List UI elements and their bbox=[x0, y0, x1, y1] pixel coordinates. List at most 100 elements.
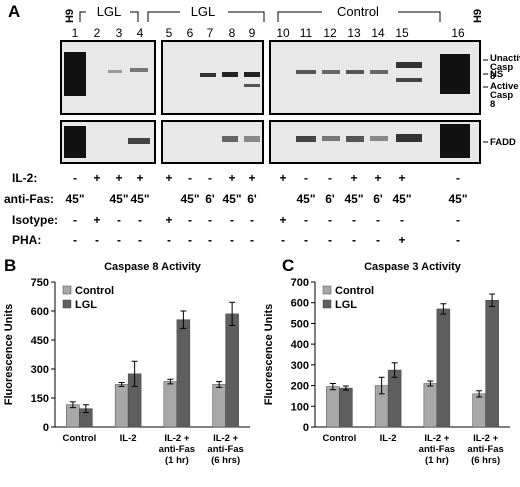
group-label-lgl-2: LGL bbox=[190, 4, 216, 19]
caspase8-legend-label: LGL bbox=[75, 299, 97, 311]
caspase3-x-tick-label: IL-2 + bbox=[473, 433, 499, 444]
band-lane13-fadd bbox=[346, 136, 364, 142]
band-lane15 bbox=[396, 62, 422, 68]
caspase3-x-tick-label: (1 hr) bbox=[425, 455, 449, 466]
condition-cell: + bbox=[115, 171, 123, 185]
group-label-control: Control bbox=[337, 4, 379, 19]
caspase8-x-tick-label: (1 hr) bbox=[165, 455, 189, 466]
condition-cell: - bbox=[304, 171, 308, 185]
caspase3-x-tick-label: anti-Fas bbox=[419, 444, 455, 455]
caspase3-y-tick-label: 400 bbox=[291, 339, 309, 351]
condition-cell: 45" bbox=[130, 192, 150, 206]
condition-cell: - bbox=[400, 213, 404, 227]
condition-cell: - bbox=[188, 171, 192, 185]
panel-a-letter: A bbox=[8, 2, 21, 21]
condition-cell: 45" bbox=[65, 192, 85, 206]
condition-cell: - bbox=[73, 213, 77, 227]
caspase8-y-tick-label: 300 bbox=[31, 364, 49, 376]
band-lane12 bbox=[322, 70, 340, 74]
condition-cell: - bbox=[208, 213, 212, 227]
caspase3-y-tick-label: 700 bbox=[291, 277, 309, 289]
caspase3-y-tick-label: 200 bbox=[291, 381, 309, 393]
condition-cell: - bbox=[456, 233, 460, 247]
band-lane9-fadd bbox=[244, 136, 260, 142]
lane-number: 12 bbox=[323, 26, 337, 40]
condition-cell: + bbox=[279, 213, 287, 227]
caspase8-legend-swatch bbox=[62, 285, 72, 295]
caspase8-y-tick-label: 150 bbox=[31, 393, 49, 405]
caspase8-x-tick-label: IL-2 + bbox=[164, 433, 190, 444]
lane-number: 8 bbox=[228, 26, 236, 40]
group-brackets bbox=[79, 11, 441, 22]
band-h9-left-lower bbox=[64, 126, 86, 158]
condition-cell: - bbox=[167, 233, 171, 247]
caspase3-legend-swatch bbox=[322, 299, 332, 309]
condition-cell: 6' bbox=[373, 192, 383, 206]
band-lane9 bbox=[244, 72, 260, 77]
condition-cell: - bbox=[456, 171, 460, 185]
band-lane13 bbox=[346, 70, 364, 74]
condition-cell: 45" bbox=[222, 192, 242, 206]
caspase8-x-tick-label: (6 hrs) bbox=[211, 455, 240, 466]
caspase8-bar-control bbox=[114, 384, 129, 428]
bracket-control bbox=[277, 11, 441, 22]
caspase3-y-tick-label: 0 bbox=[303, 422, 309, 434]
caspase3-x-tick-label: IL-2 + bbox=[424, 433, 450, 444]
lane-number: 1 bbox=[71, 26, 79, 40]
band-lane11-fadd bbox=[296, 136, 316, 142]
blot-casp8-lgl-2 bbox=[161, 40, 264, 115]
caspase3-bar-control bbox=[326, 386, 340, 428]
condition-cell: 45" bbox=[448, 192, 468, 206]
caspase3-bar-lgl bbox=[485, 299, 499, 428]
caspase8-x-tick-label: anti-Fas bbox=[159, 444, 195, 455]
condition-cell: - bbox=[138, 213, 142, 227]
condition-cell: 45" bbox=[344, 192, 364, 206]
caspase3-bar-lgl bbox=[436, 308, 451, 428]
caspase3-y-tick-label: 300 bbox=[291, 360, 309, 372]
band-lane8-fadd bbox=[222, 136, 238, 142]
band-lane9b bbox=[244, 84, 260, 87]
condition-cell: - bbox=[456, 213, 460, 227]
caspase3-chart-title: Caspase 3 Activity bbox=[364, 262, 462, 273]
lane-number: 2 bbox=[93, 26, 101, 40]
condition-cell: - bbox=[328, 233, 332, 247]
condition-cell: - bbox=[188, 233, 192, 247]
band-lane3 bbox=[108, 70, 122, 73]
condition-row-label: Isotype: bbox=[12, 213, 59, 227]
panel-c-letter: C bbox=[282, 256, 295, 275]
caspase3-bar-lgl bbox=[339, 387, 353, 428]
caspase8-y-tick-label: 450 bbox=[31, 335, 49, 347]
group-label-lgl-1: LGL bbox=[96, 4, 122, 19]
band-lane15-fadd bbox=[396, 134, 422, 142]
caspase3-bar-lgl bbox=[387, 369, 402, 428]
label-unactive-casp8: Unactive Casp 8 bbox=[490, 53, 520, 82]
label-ns: NS bbox=[490, 69, 504, 80]
condition-cell: - bbox=[230, 213, 234, 227]
label-fadd: FADD bbox=[490, 137, 516, 148]
band-h9-right-lower bbox=[440, 124, 470, 158]
caspase8-legend-label: Control bbox=[75, 285, 114, 297]
caspase8-bar-control bbox=[212, 384, 226, 428]
condition-row-label: PHA: bbox=[12, 233, 42, 247]
condition-cell: - bbox=[208, 233, 212, 247]
caspase8-bar-control bbox=[163, 381, 178, 428]
condition-cell: - bbox=[376, 213, 380, 227]
caspase8-chart-title: Caspase 8 Activity bbox=[104, 262, 202, 273]
caspase8-x-tick-label: IL-2 + bbox=[213, 433, 239, 444]
condition-cell: - bbox=[250, 233, 254, 247]
band-lane15b bbox=[396, 78, 422, 82]
caspase8-chart: Caspase 8 Activity Fluorescence Units 0 150… bbox=[3, 262, 250, 466]
caspase3-legend-label: Control bbox=[335, 285, 374, 297]
condition-cell: - bbox=[117, 233, 121, 247]
caspase3-legend-label: LGL bbox=[335, 299, 357, 311]
condition-cell: - bbox=[281, 233, 285, 247]
condition-cell: + bbox=[165, 213, 173, 227]
caspase3-y-axis-label: Fluorescence Units bbox=[263, 304, 275, 405]
condition-row-label: anti-Fas: bbox=[4, 192, 55, 206]
band-lane11 bbox=[296, 70, 316, 74]
condition-cell: + bbox=[93, 171, 101, 185]
condition-cell: + bbox=[279, 171, 287, 185]
condition-cell: + bbox=[136, 171, 144, 185]
band-lane14-fadd bbox=[370, 136, 388, 141]
band-h9-right-upper bbox=[440, 54, 470, 94]
